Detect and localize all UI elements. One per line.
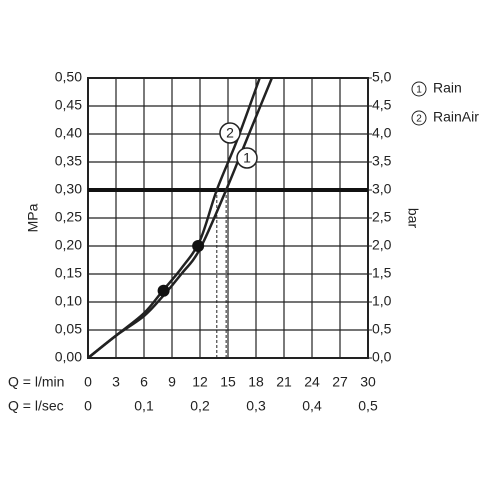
x-tick-label: 12: [192, 374, 208, 390]
x-tick-label: 18: [248, 374, 264, 390]
series-line: [87, 77, 261, 359]
x-tick-label: 6: [140, 374, 148, 390]
x-tick-label: 24: [304, 374, 320, 390]
y2-tick-label: 3,0: [372, 181, 392, 197]
curve-tag-label: 2: [226, 125, 234, 141]
x2-tick-label: 0,5: [358, 398, 378, 414]
legend-marker: [411, 110, 427, 126]
x-tick-label: 15: [220, 374, 236, 390]
x-tick-label: 9: [168, 374, 176, 390]
point: [157, 284, 170, 297]
x-tick-label: 0: [84, 374, 92, 390]
y-tick-label: 0,00: [55, 349, 82, 365]
y2-tick-label: 1,0: [372, 293, 392, 309]
y2-tick-label: 4,5: [372, 97, 392, 113]
legend-marker-label: 1: [416, 85, 422, 96]
y-tick-label: 0,25: [55, 209, 82, 225]
y-tick-label: 0,15: [55, 265, 82, 281]
x2-tick-label: 0,4: [302, 398, 322, 414]
x2-tick-label: 0,1: [134, 398, 154, 414]
y-tick-label: 0,10: [55, 293, 82, 309]
x2-tick-label: 0: [84, 398, 92, 414]
y2-tick-label: 0,5: [372, 321, 392, 337]
curve-tag: [236, 147, 258, 169]
legend-label: Rain: [433, 80, 462, 96]
y2-tick-label: 3,5: [372, 153, 392, 169]
y-tick-label: 0,45: [55, 97, 82, 113]
y2-tick-label: 5,0: [372, 69, 392, 85]
y-tick-label: 0,30: [55, 181, 82, 197]
curve-tag-label: 1: [243, 150, 251, 166]
y-tick-label: 0,40: [55, 125, 82, 141]
x-tick-label: 27: [332, 374, 348, 390]
legend-marker-label: 2: [416, 114, 422, 125]
y2-tick-label: 2,0: [372, 237, 392, 253]
curve-tag: [219, 122, 241, 144]
y2-axis-label: bar: [405, 208, 421, 229]
x-tick-label: 3: [112, 374, 120, 390]
y2-tick-label: 2,5: [372, 209, 392, 225]
legend-marker: [411, 81, 427, 97]
y-tick-label: 0,05: [55, 321, 82, 337]
x2-tick-label: 0,2: [190, 398, 210, 414]
x2-tick-label: 0,3: [246, 398, 266, 414]
x-tick-label: 30: [360, 374, 376, 390]
y-tick-label: 0,35: [55, 153, 82, 169]
plot-border: [87, 77, 369, 359]
x-row-label: Q = l/min: [8, 374, 64, 390]
legend-label: RainAir: [433, 109, 479, 125]
y2-tick-label: 4,0: [372, 125, 392, 141]
x-row-label: Q = l/sec: [8, 398, 64, 414]
point: [192, 240, 205, 252]
y-tick-label: 0,20: [55, 237, 82, 253]
y2-tick-label: 0,0: [372, 349, 392, 365]
y-tick-label: 0,50: [55, 69, 82, 85]
y2-tick-label: 1,5: [372, 265, 392, 281]
x-tick-label: 21: [276, 374, 292, 390]
y-axis-label: MPa: [25, 203, 41, 232]
